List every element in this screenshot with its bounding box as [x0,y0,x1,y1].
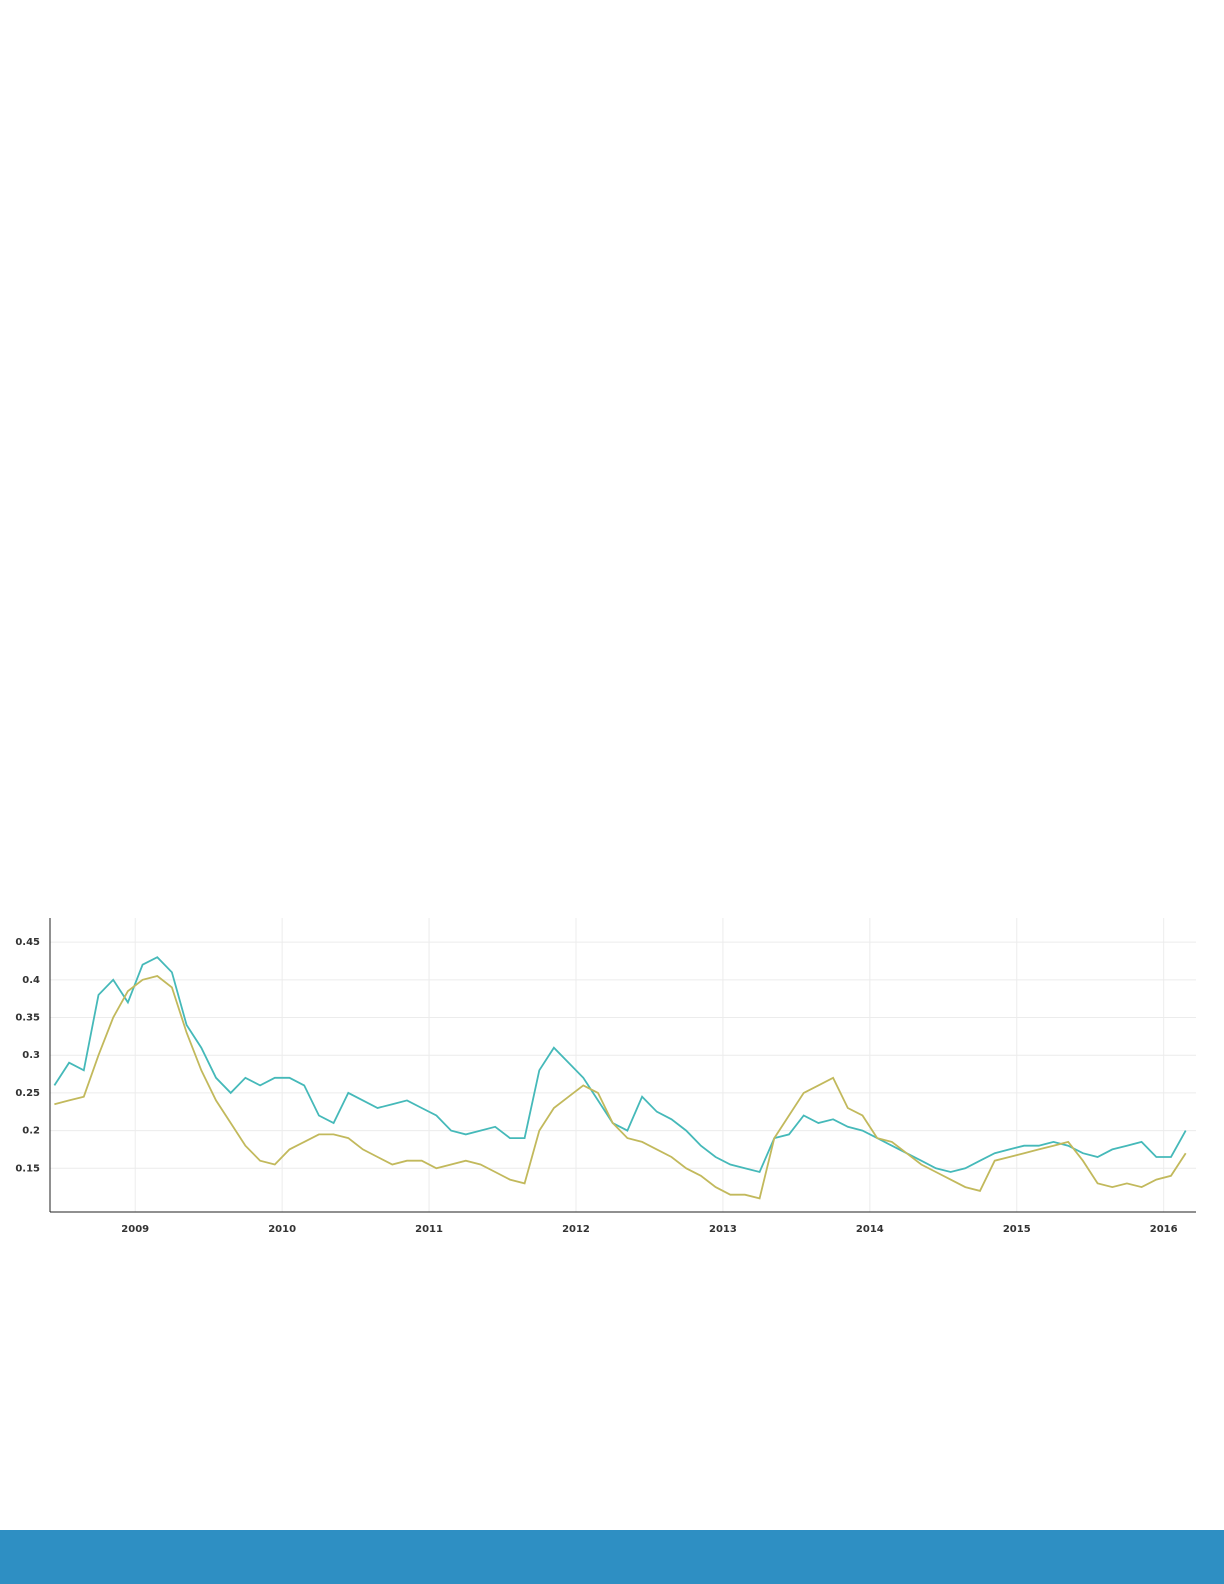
y-tick-label: 0.4 [22,975,40,986]
y-tick-label: 0.35 [15,1013,40,1024]
x-tick-label: 2013 [709,1224,737,1235]
series-line [53,956,1187,1174]
series-line [54,975,1187,1200]
y-tick-label: 0.25 [15,1088,40,1099]
x-tick-label: 2010 [268,1224,296,1235]
footer-bar [0,1530,1224,1584]
chart: 0.15 0.2 0.25 0.3 0.35 0.4 0.45 2009 2010 2011 201… [15,918,1196,1235]
x-tick-label: 2016 [1150,1224,1178,1235]
x-tick-label: 2009 [121,1224,149,1235]
x-tick-label: 2014 [856,1224,884,1235]
x-tick-label: 2015 [1003,1224,1031,1235]
x-tick-label: 2012 [562,1224,590,1235]
y-tick-label: 0.2 [22,1126,40,1137]
y-tick-label: 0.45 [15,937,40,948]
y-tick-label: 0.3 [22,1050,40,1061]
y-tick-label: 0.15 [15,1163,40,1174]
x-tick-label: 2011 [415,1224,443,1235]
